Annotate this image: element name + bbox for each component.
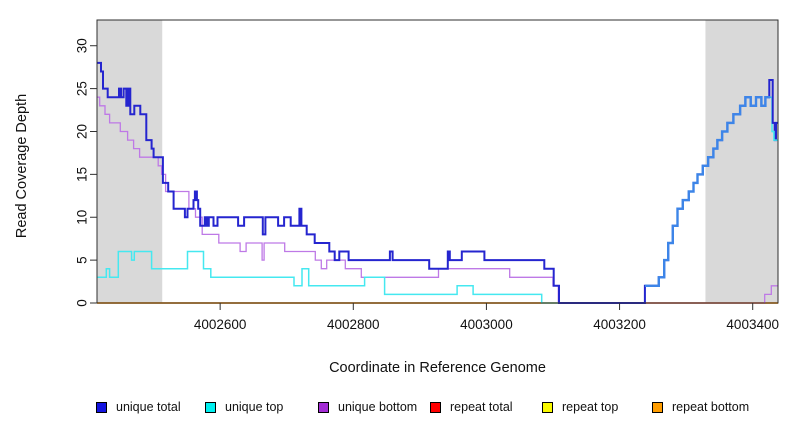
- legend-swatch-icon: [318, 401, 329, 413]
- plot-box: [96, 19, 779, 304]
- legend-label: repeat total: [450, 400, 513, 414]
- legend-label: repeat bottom: [672, 400, 750, 414]
- y-axis-tick-label: 0: [75, 299, 90, 307]
- legend-swatch-icon: [205, 401, 216, 413]
- x-axis-tick-label: 4003200: [593, 317, 646, 332]
- legend-item-unique-total: unique total: [96, 399, 181, 415]
- x-axis-tick-label: 4003000: [460, 317, 513, 332]
- y-axis-tick-label: 25: [75, 81, 90, 96]
- y-axis-tick-label: 15: [75, 167, 90, 182]
- y-axis-title: Read Coverage Depth: [14, 93, 30, 239]
- y-axis-tick-label: 5: [75, 256, 90, 264]
- legend-item-unique-bottom: unique bottom: [318, 399, 417, 415]
- y-axis-tick-label: 20: [75, 124, 90, 139]
- legend-label: unique top: [225, 400, 284, 414]
- unique-bottom-line: [97, 96, 778, 304]
- y-axis-tick-label: 10: [75, 210, 90, 225]
- x-axis-tick-label: 4002800: [327, 317, 380, 332]
- legend-label: unique total: [116, 400, 181, 414]
- legend-item-unique-top: unique top: [205, 399, 283, 415]
- legend-swatch-icon: [430, 401, 441, 413]
- legend-swatch-icon: [96, 401, 107, 413]
- shaded-repeat-region-right: [705, 20, 778, 303]
- legend-swatch-icon: [542, 401, 553, 413]
- unique-total-line: [97, 61, 778, 304]
- legend-swatch-icon: [652, 401, 663, 413]
- legend-label: unique bottom: [338, 400, 418, 414]
- overlap-rise-line: [644, 96, 770, 287]
- x-axis-tick-label: 4003400: [726, 317, 779, 332]
- legend-item-repeat-top: repeat top: [542, 399, 618, 415]
- x-axis-tick-label: 4002600: [194, 317, 247, 332]
- legend-item-repeat-total: repeat total: [430, 399, 513, 415]
- unique-top-tail-line: [772, 130, 778, 141]
- legend-label: repeat top: [562, 400, 619, 414]
- legend-item-repeat-bottom: repeat bottom: [652, 399, 749, 415]
- y-axis-tick-label: 30: [75, 38, 90, 53]
- x-axis-title: Coordinate in Reference Genome: [329, 360, 546, 376]
- legend: unique total unique top unique bottom repea…: [0, 399, 792, 419]
- shaded-repeat-region-left: [97, 20, 163, 303]
